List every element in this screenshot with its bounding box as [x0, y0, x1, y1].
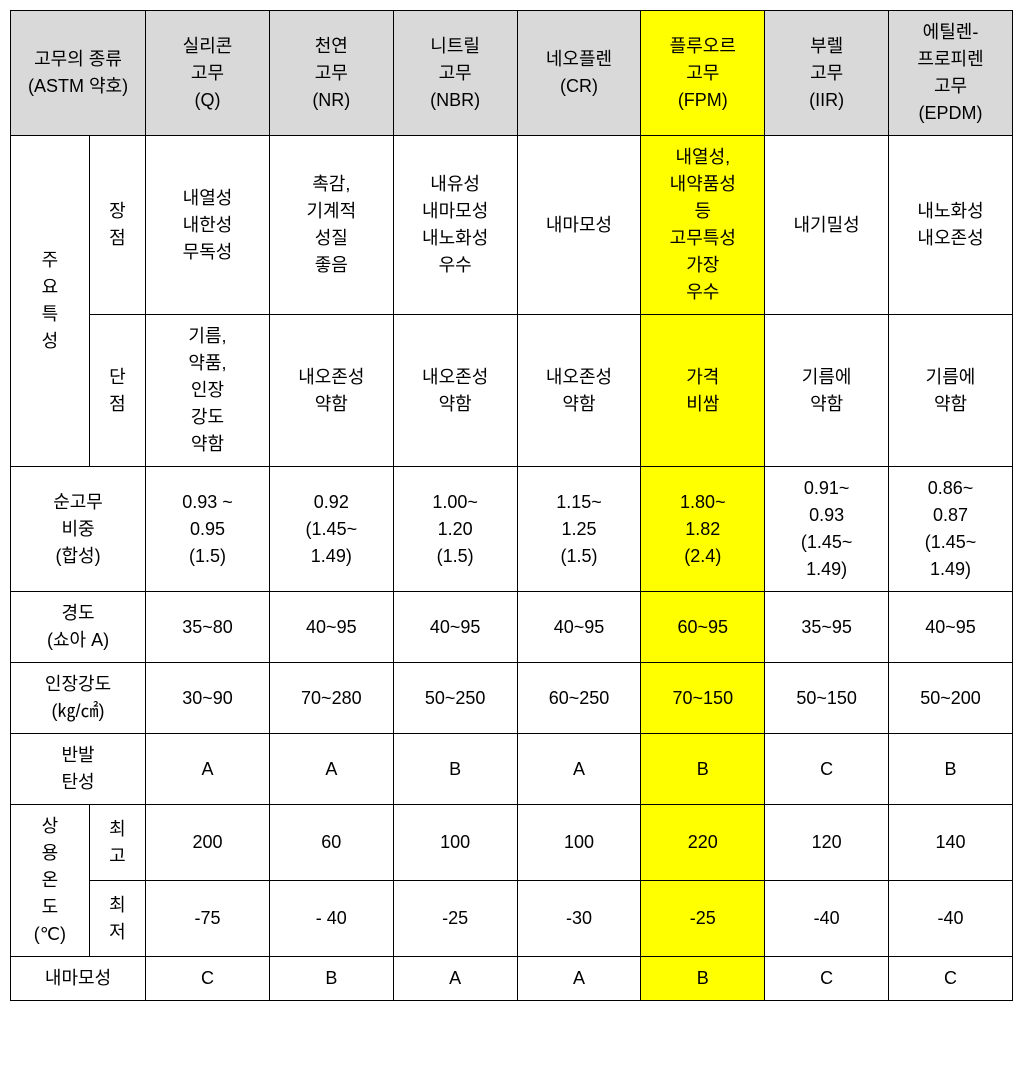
header-col-2: 니트릴고무(NBR) [393, 11, 517, 136]
header-col-1: 천연고무(NR) [269, 11, 393, 136]
disadvantages-label: 단점 [89, 315, 145, 467]
abrasion-1: B [269, 957, 393, 1001]
rebound-4: B [641, 734, 765, 805]
adv-6: 내노화성내오존성 [889, 136, 1013, 315]
abrasion-2: A [393, 957, 517, 1001]
dis-0: 기름,약품,인장강도약함 [146, 315, 270, 467]
dis-1: 내오존성약함 [269, 315, 393, 467]
dis-3: 내오존성약함 [517, 315, 641, 467]
row-disadvantages: 단점 기름,약품,인장강도약함 내오존성약함 내오존성약함 내오존성약함 가격비… [11, 315, 1013, 467]
dis-4: 가격비쌈 [641, 315, 765, 467]
dis-6: 기름에약함 [889, 315, 1013, 467]
hardness-2: 40~95 [393, 592, 517, 663]
temp-high-2: 100 [393, 805, 517, 881]
density-6: 0.86~0.87(1.45~1.49) [889, 467, 1013, 592]
adv-2: 내유성내마모성내노화성우수 [393, 136, 517, 315]
abrasion-5: C [765, 957, 889, 1001]
tensile-3: 60~250 [517, 663, 641, 734]
hardness-0: 35~80 [146, 592, 270, 663]
rubber-properties-table: 고무의 종류(ASTM 약호) 실리콘고무(Q) 천연고무(NR) 니트릴고무(… [10, 10, 1013, 1001]
tensile-2: 50~250 [393, 663, 517, 734]
header-rowlabel: 고무의 종류(ASTM 약호) [11, 11, 146, 136]
hardness-3: 40~95 [517, 592, 641, 663]
temp-low-0: -75 [146, 881, 270, 957]
hardness-1: 40~95 [269, 592, 393, 663]
row-temp-high: 상용온도(℃) 최고 200 60 100 100 220 120 140 [11, 805, 1013, 881]
adv-3: 내마모성 [517, 136, 641, 315]
hardness-label: 경도(쇼아 A) [11, 592, 146, 663]
density-0: 0.93 ~0.95(1.5) [146, 467, 270, 592]
hardness-5: 35~95 [765, 592, 889, 663]
header-col-3: 네오플렌(CR) [517, 11, 641, 136]
row-rebound: 반발탄성 A A B A B C B [11, 734, 1013, 805]
tensile-1: 70~280 [269, 663, 393, 734]
temp-high-4: 220 [641, 805, 765, 881]
temp-low-3: -30 [517, 881, 641, 957]
temp-high-label: 최고 [89, 805, 145, 881]
row-density: 순고무비중(합성) 0.93 ~0.95(1.5) 0.92(1.45~1.49… [11, 467, 1013, 592]
adv-1: 촉감,기계적성질좋음 [269, 136, 393, 315]
dis-2: 내오존성약함 [393, 315, 517, 467]
row-hardness: 경도(쇼아 A) 35~80 40~95 40~95 40~95 60~95 3… [11, 592, 1013, 663]
tensile-label: 인장강도(㎏/㎠) [11, 663, 146, 734]
row-tensile: 인장강도(㎏/㎠) 30~90 70~280 50~250 60~250 70~… [11, 663, 1013, 734]
adv-0: 내열성내한성무독성 [146, 136, 270, 315]
rebound-label: 반발탄성 [11, 734, 146, 805]
density-3: 1.15~1.25(1.5) [517, 467, 641, 592]
abrasion-3: A [517, 957, 641, 1001]
density-label: 순고무비중(합성) [11, 467, 146, 592]
advantages-label: 장점 [89, 136, 145, 315]
temp-low-label: 최저 [89, 881, 145, 957]
row-abrasion: 내마모성 C B A A B C C [11, 957, 1013, 1001]
temp-low-2: -25 [393, 881, 517, 957]
density-5: 0.91~0.93(1.45~1.49) [765, 467, 889, 592]
tensile-4: 70~150 [641, 663, 765, 734]
tensile-5: 50~150 [765, 663, 889, 734]
temp-low-5: -40 [765, 881, 889, 957]
header-col-0: 실리콘고무(Q) [146, 11, 270, 136]
tensile-6: 50~200 [889, 663, 1013, 734]
temp-high-1: 60 [269, 805, 393, 881]
temp-high-6: 140 [889, 805, 1013, 881]
abrasion-0: C [146, 957, 270, 1001]
density-2: 1.00~1.20(1.5) [393, 467, 517, 592]
rebound-6: B [889, 734, 1013, 805]
header-col-6: 에틸렌-프로피렌고무(EPDM) [889, 11, 1013, 136]
rebound-1: A [269, 734, 393, 805]
rebound-5: C [765, 734, 889, 805]
table-header-row: 고무의 종류(ASTM 약호) 실리콘고무(Q) 천연고무(NR) 니트릴고무(… [11, 11, 1013, 136]
temp-low-6: -40 [889, 881, 1013, 957]
tensile-0: 30~90 [146, 663, 270, 734]
rebound-3: A [517, 734, 641, 805]
temp-high-5: 120 [765, 805, 889, 881]
rebound-2: B [393, 734, 517, 805]
density-1: 0.92(1.45~1.49) [269, 467, 393, 592]
hardness-4: 60~95 [641, 592, 765, 663]
adv-5: 내기밀성 [765, 136, 889, 315]
dis-5: 기름에약함 [765, 315, 889, 467]
header-col-4: 플루오르고무(FPM) [641, 11, 765, 136]
density-4: 1.80~1.82(2.4) [641, 467, 765, 592]
abrasion-label: 내마모성 [11, 957, 146, 1001]
temp-high-0: 200 [146, 805, 270, 881]
abrasion-4: B [641, 957, 765, 1001]
main-char-label: 주요특성 [11, 136, 90, 467]
rebound-0: A [146, 734, 270, 805]
temp-low-1: - 40 [269, 881, 393, 957]
hardness-6: 40~95 [889, 592, 1013, 663]
temp-label: 상용온도(℃) [11, 805, 90, 957]
row-temp-low: 최저 -75 - 40 -25 -30 -25 -40 -40 [11, 881, 1013, 957]
temp-high-3: 100 [517, 805, 641, 881]
row-advantages: 주요특성 장점 내열성내한성무독성 촉감,기계적성질좋음 내유성내마모성내노화성… [11, 136, 1013, 315]
header-col-5: 부렐고무(IIR) [765, 11, 889, 136]
abrasion-6: C [889, 957, 1013, 1001]
temp-low-4: -25 [641, 881, 765, 957]
adv-4: 내열성,내약품성등고무특성가장우수 [641, 136, 765, 315]
